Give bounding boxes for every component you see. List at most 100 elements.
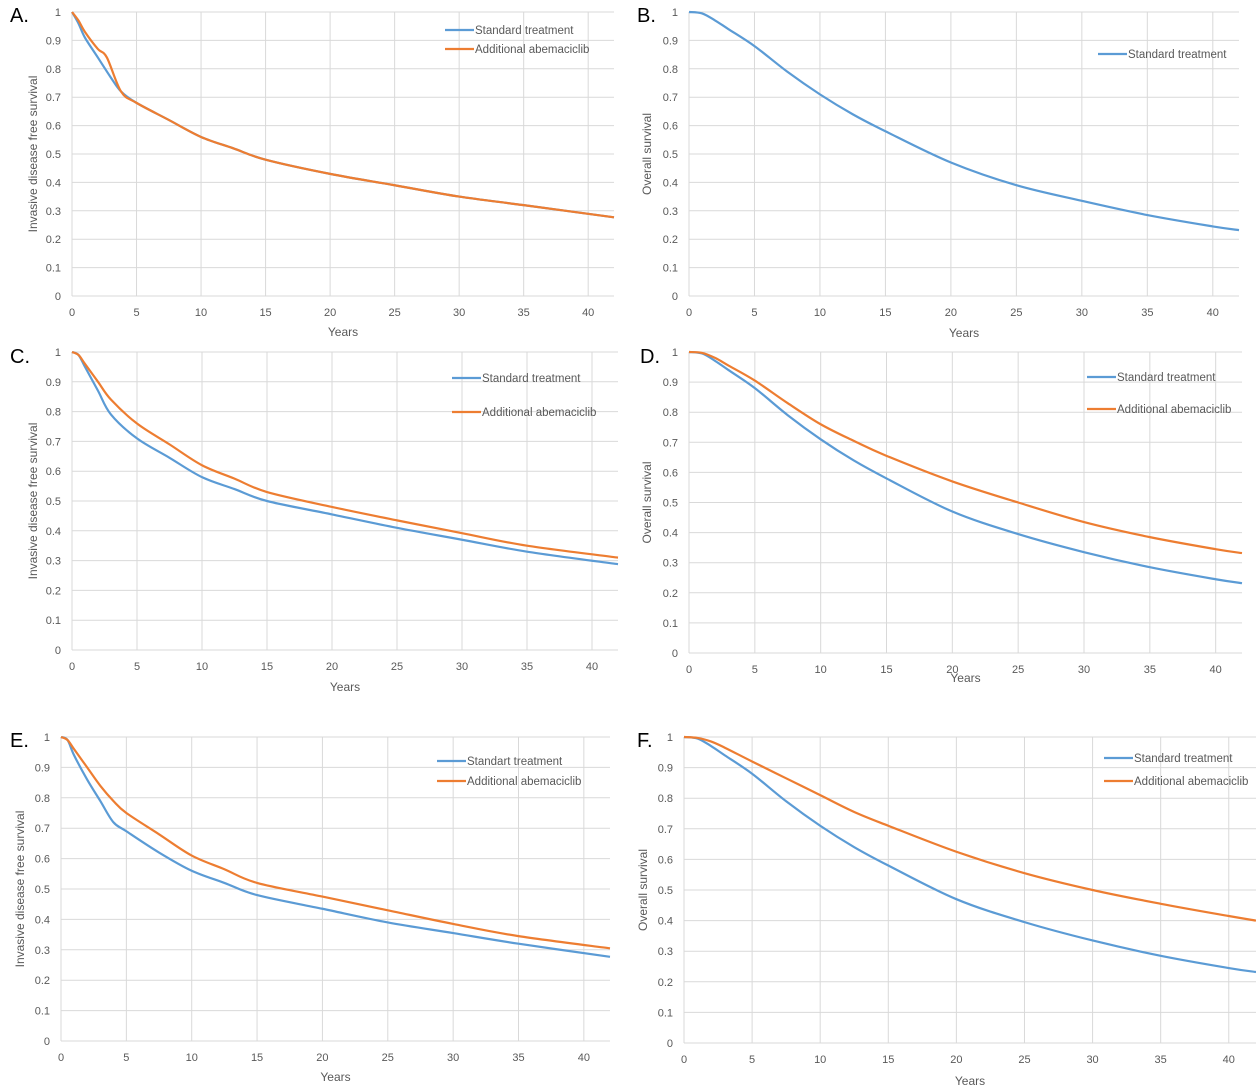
x-tick-label: 0 xyxy=(686,307,692,319)
x-tick-label: 35 xyxy=(1155,1054,1167,1066)
y-tick-label: 0.9 xyxy=(658,763,673,775)
y-tick-label: 0.7 xyxy=(663,92,678,104)
y-tick-label: 0.3 xyxy=(658,946,673,958)
panel-letter-d: D. xyxy=(640,346,660,368)
y-axis-label: Invasive disease free survival xyxy=(26,76,40,233)
x-tick-label: 0 xyxy=(69,307,75,319)
y-tick-label: 0.8 xyxy=(663,407,678,419)
legend-d: Standard treatment Additional abemaciclib xyxy=(1087,372,1231,416)
x-axis-label: Years xyxy=(328,325,358,339)
x-tick-label: 25 xyxy=(1010,307,1022,319)
y-tick-label: 0.2 xyxy=(663,234,678,246)
y-tick-label: 0.2 xyxy=(46,585,61,597)
y-tick-label: 0.8 xyxy=(46,407,61,419)
y-tick-label: 1 xyxy=(667,732,673,744)
panel-c: 0 0.1 0.2 0.3 0.4 0.5 0.6 0.7 0.8 0.9 1 0 5 10 15 20 25 3… xyxy=(0,340,620,700)
y-tick-label: 0.5 xyxy=(46,496,61,508)
legend-b: Standard treatment xyxy=(1098,49,1227,61)
x-axis-label: Years xyxy=(950,671,980,685)
x-tick-label: 15 xyxy=(879,307,891,319)
panel-a: 0 0.1 0.2 0.3 0.4 0.5 0.6 0.7 0.8 0.9 1 0 5 10 15 20 25 3… xyxy=(0,0,620,345)
panel-letter-f: F. xyxy=(637,730,653,752)
legend-label: Standard treatment xyxy=(1117,372,1216,384)
legend-label: Standard treatment xyxy=(1128,49,1227,61)
y-tick-label: 0.4 xyxy=(35,914,50,926)
series-line-standard xyxy=(688,10,1240,232)
series-line-abemaciclib xyxy=(60,735,611,950)
y-tick-label: 0.9 xyxy=(663,35,678,47)
panel-letter-e: E. xyxy=(10,730,29,752)
y-tick-label: 0.6 xyxy=(658,854,673,866)
legend-label: Standard treatment xyxy=(482,373,581,385)
chart-e: 00.10.20.30.40.50.60.70.80.910 5 10 15 20 25 3… xyxy=(13,732,611,1084)
y-tick-label: 0.7 xyxy=(658,824,673,836)
legend-label: Standart treatment xyxy=(467,756,563,768)
series-line-standard xyxy=(683,735,1256,974)
x-tick-label: 25 xyxy=(1012,664,1024,676)
y-axis-label: Invasive disease free survival xyxy=(26,423,40,580)
grid-e xyxy=(60,736,610,1042)
x-tick-label: 35 xyxy=(518,307,530,319)
x-tick-label: 20 xyxy=(326,661,338,673)
y-tick-label: 0.9 xyxy=(46,377,61,389)
chart-f: 00.10.20.30.40.50.60.70.80.910 5 10 15 20 25 3… xyxy=(636,732,1256,1088)
panel-b: 0 0.1 0.2 0.3 0.4 0.5 0.6 0.7 0.8 0.9 1 0 5 10 15 20 25 3… xyxy=(625,0,1256,345)
x-tick-label: 15 xyxy=(259,307,271,319)
legend-label: Additional abemaciclib xyxy=(482,407,596,419)
x-tick-label: 10 xyxy=(814,307,826,319)
panel-e: 0 0.1 0.2 0.3 0.4 0.5 0.6 0.7 0.8 0.9 1 0 5 10 15 20 25 3… xyxy=(0,725,620,1089)
legend-label: Additional abemaciclib xyxy=(1117,404,1231,416)
x-tick-label: 35 xyxy=(1141,307,1153,319)
panel-f: 0 0.1 0.2 0.3 0.4 0.5 0.6 0.7 0.8 0.9 1 0 5 10 15 20 25 3… xyxy=(625,725,1256,1089)
y-tick-label: 0.5 xyxy=(663,498,678,510)
chart-c: 00.10.20.30.40.50.60.70.80.910 5 10 15 20 25 3… xyxy=(26,347,619,694)
y-tick-label: 1 xyxy=(55,7,61,19)
x-axis-label: Years xyxy=(949,326,979,340)
legend-c: Standard treatment Additional abemaciclib xyxy=(452,373,596,419)
y-tick-label: 0.9 xyxy=(663,377,678,389)
y-tick-label: 0 xyxy=(667,1038,673,1050)
x-tick-label: 15 xyxy=(251,1052,263,1064)
x-tick-label: 30 xyxy=(447,1052,459,1064)
y-tick-label: 0.9 xyxy=(35,762,50,774)
series-line-standard xyxy=(688,350,1243,585)
x-tick-label: 25 xyxy=(391,661,403,673)
y-tick-label: 0.3 xyxy=(663,206,678,218)
y-tick-label: 0.1 xyxy=(35,1006,50,1018)
x-tick-label: 25 xyxy=(388,307,400,319)
x-tick-label: 30 xyxy=(1076,307,1088,319)
y-tick-label: 0 xyxy=(672,291,678,303)
chart-b: 00.10.20.30.40.50.60.70.80.910 5 10 15 20 25 3… xyxy=(640,7,1240,340)
grid-d xyxy=(688,351,1242,654)
chart-d: 00.10.20.30.40.50.60.70.80.910 5 10 15 20 25 3… xyxy=(640,347,1243,685)
grid-f xyxy=(683,736,1256,1044)
x-axis-label: Years xyxy=(320,1070,350,1084)
x-tick-label: 10 xyxy=(195,307,207,319)
y-tick-label: 0.1 xyxy=(658,1007,673,1019)
x-tick-label: 35 xyxy=(512,1052,524,1064)
x-tick-label: 35 xyxy=(521,661,533,673)
y-tick-label: 0.5 xyxy=(46,149,61,161)
x-tick-label: 5 xyxy=(752,664,758,676)
y-tick-label: 0.4 xyxy=(46,526,61,538)
y-tick-label: 0.1 xyxy=(663,263,678,275)
x-tick-label: 40 xyxy=(586,661,598,673)
y-tick-label: 0.7 xyxy=(46,92,61,104)
x-tick-label: 40 xyxy=(578,1052,590,1064)
legend-label: Standard treatment xyxy=(1134,753,1233,765)
x-tick-label: 20 xyxy=(316,1052,328,1064)
series-line-abemaciclib xyxy=(71,11,615,219)
y-tick-label: 0.6 xyxy=(663,121,678,133)
x-tick-label: 5 xyxy=(751,307,757,319)
y-tick-label: 0.6 xyxy=(35,854,50,866)
x-tick-label: 10 xyxy=(186,1052,198,1064)
y-axis-label: Overall survival xyxy=(636,849,650,931)
y-tick-label: 0.7 xyxy=(663,437,678,449)
y-tick-label: 0.7 xyxy=(46,436,61,448)
series-line-abemaciclib xyxy=(71,350,619,559)
y-tick-label: 1 xyxy=(55,347,61,359)
y-tick-label: 0.6 xyxy=(46,466,61,478)
x-tick-label: 30 xyxy=(453,307,465,319)
series-line-standard xyxy=(71,350,619,566)
chart-a: 00.10.20.30.40.50.60.70.80.910 5 10 15 20 25 3… xyxy=(26,7,615,339)
